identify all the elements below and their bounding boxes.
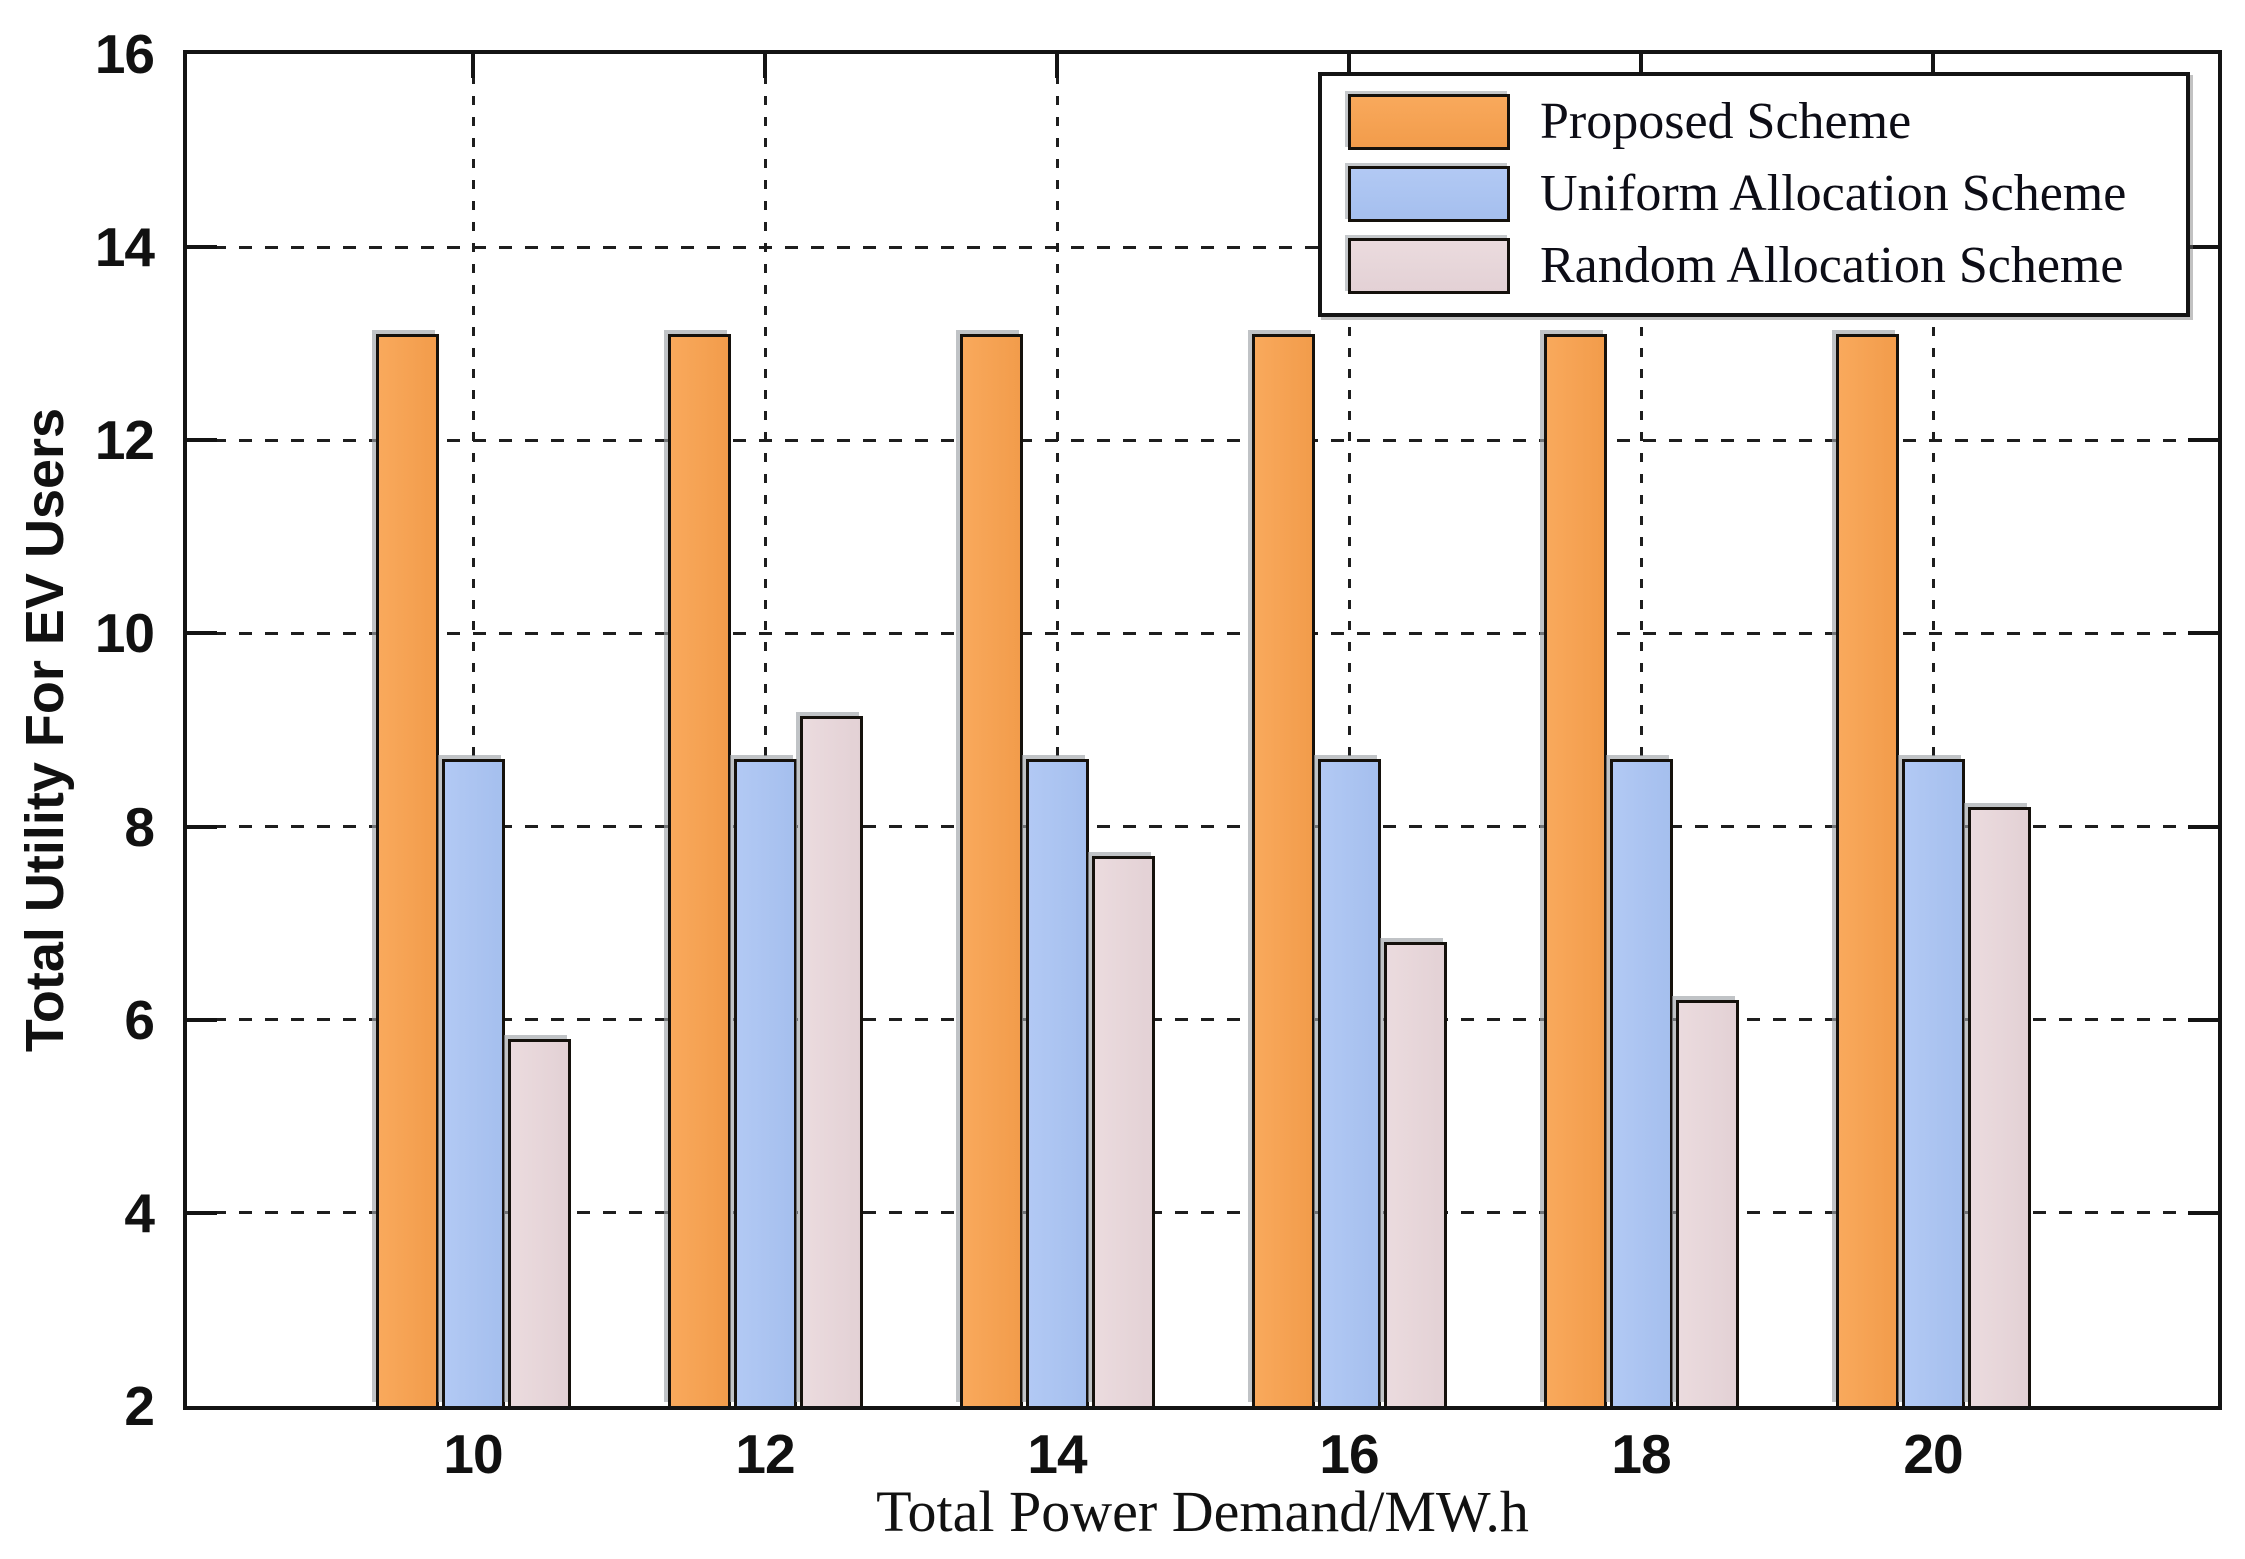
y-axis-tick — [187, 438, 217, 443]
y-tick-label: 2 — [124, 1375, 155, 1437]
y-tick-label: 14 — [94, 216, 155, 279]
h-gridline — [187, 438, 2218, 442]
v-gridline — [471, 54, 475, 1406]
x-tick-label: 18 — [1611, 1423, 1671, 1485]
v-gridline — [1347, 54, 1351, 1406]
bar-uniform-allocation-scheme — [1901, 758, 1965, 1406]
bar-random-allocation-scheme — [507, 1039, 571, 1406]
legend-swatch — [1348, 93, 1510, 150]
h-gridline — [187, 631, 2218, 635]
x-tick-labels: 10 12 14 16 18 20 — [187, 1422, 2218, 1492]
legend-swatch — [1348, 165, 1510, 222]
bar-uniform-allocation-scheme — [1609, 758, 1673, 1406]
bar-random-allocation-scheme — [1383, 942, 1447, 1406]
legend-label: Proposed Scheme — [1540, 93, 1912, 150]
y-axis-tick — [187, 824, 217, 829]
y-tick-label: 6 — [124, 988, 155, 1051]
y-axis-tick — [2188, 1017, 2218, 1022]
x-axis-tick — [1931, 54, 1935, 78]
h-gridline — [187, 825, 2218, 829]
y-axis-tick — [2188, 631, 2218, 636]
v-gridline — [1055, 54, 1059, 1406]
bar-random-allocation-scheme — [1967, 807, 2031, 1406]
h-gridline — [187, 1018, 2218, 1022]
y-axis-tick — [2188, 438, 2218, 443]
x-axis-tick — [763, 54, 767, 78]
legend-row: Proposed Scheme — [1348, 92, 2166, 151]
x-tick-label: 14 — [1027, 1423, 1087, 1485]
x-axis-tick — [1347, 54, 1351, 78]
bar-proposed-scheme — [667, 334, 731, 1406]
y-axis-tick — [187, 1017, 217, 1022]
x-axis-tick — [1055, 54, 1059, 78]
bar-random-allocation-scheme — [799, 715, 863, 1406]
bar-uniform-allocation-scheme — [1025, 758, 1089, 1406]
y-axis-tick — [187, 245, 217, 250]
bar-uniform-allocation-scheme — [733, 758, 797, 1406]
y-tick-label: 8 — [124, 795, 155, 858]
y-tick-labels: 2 4 6 8 10 12 14 16 — [0, 23, 168, 1437]
x-tick-label: 10 — [443, 1423, 503, 1485]
h-gridline — [187, 245, 2218, 249]
x-tick-label: 12 — [735, 1423, 795, 1485]
x-tick-label: 20 — [1903, 1423, 1963, 1485]
legend-label: Uniform Allocation Scheme — [1540, 165, 2127, 222]
y-tick-label: 16 — [94, 23, 155, 85]
y-axis-tick — [2188, 824, 2218, 829]
y-axis-tick — [2188, 1210, 2218, 1215]
v-gridline — [1639, 54, 1643, 1406]
bar-proposed-scheme — [1835, 334, 1899, 1406]
v-gridline — [1931, 54, 1935, 1406]
y-tick-label: 4 — [124, 1181, 155, 1244]
legend-swatch — [1348, 237, 1510, 294]
plot-area: Proposed Scheme Uniform Allocation Scheme… — [183, 50, 2222, 1410]
x-axis-title: Total Power Demand/MW.h — [876, 1479, 1529, 1544]
legend-row: Uniform Allocation Scheme — [1348, 164, 2166, 223]
bar-proposed-scheme — [375, 334, 439, 1406]
h-gridline — [187, 1211, 2218, 1215]
legend: Proposed Scheme Uniform Allocation Scheme… — [1318, 72, 2190, 317]
x-axis-tick — [1639, 54, 1643, 78]
bar-random-allocation-scheme — [1675, 1000, 1739, 1406]
y-axis-tick — [187, 1210, 217, 1215]
y-tick-label: 10 — [94, 602, 155, 665]
y-axis-tick — [187, 631, 217, 636]
v-gridline — [763, 54, 767, 1406]
bar-proposed-scheme — [959, 334, 1023, 1406]
legend-row: Random Allocation Scheme — [1348, 236, 2166, 295]
bar-random-allocation-scheme — [1091, 855, 1155, 1406]
bar-uniform-allocation-scheme — [1317, 758, 1381, 1406]
y-tick-label: 12 — [94, 409, 155, 472]
x-tick-label: 16 — [1319, 1423, 1379, 1485]
y-axis-tick — [2188, 245, 2218, 250]
bar-uniform-allocation-scheme — [441, 758, 505, 1406]
x-axis-tick — [471, 54, 475, 78]
bar-proposed-scheme — [1543, 334, 1607, 1406]
bar-proposed-scheme — [1251, 334, 1315, 1406]
legend-label: Random Allocation Scheme — [1540, 237, 2124, 294]
